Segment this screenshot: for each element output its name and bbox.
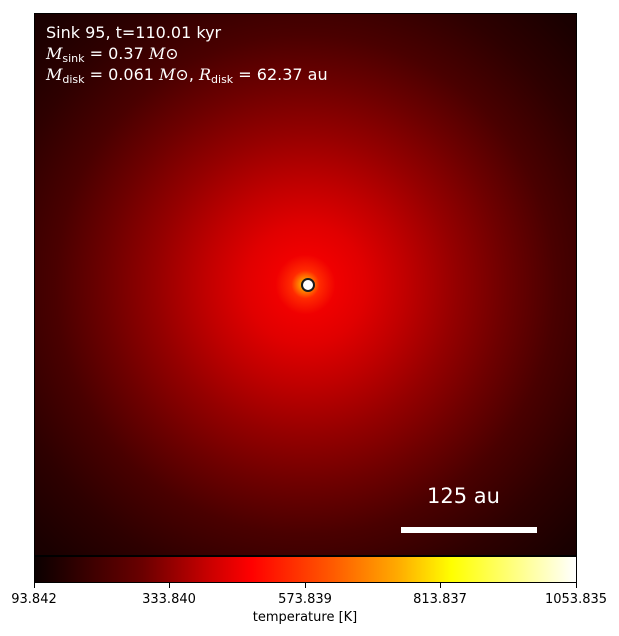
disk-line: Mdisk = 0.061 M⊙, Rdisk = 62.37 au — [46, 65, 328, 86]
disk-radius-value: = 62.37 au — [238, 65, 328, 84]
colorbar-tick — [34, 583, 35, 588]
colorbar — [34, 556, 577, 583]
disk-subscript: disk — [62, 73, 85, 86]
colorbar-tick — [169, 583, 170, 588]
colorbar-tick-label: 333.840 — [142, 592, 196, 607]
sink-mass-value: = 0.37 — [89, 44, 144, 63]
colorbar-tick-label: 813.837 — [413, 592, 467, 607]
scalebar-label: 125 au — [427, 484, 500, 508]
title-line: Sink 95, t=110.01 kyr — [46, 23, 222, 42]
scalebar — [401, 527, 537, 533]
colorbar-tick — [305, 583, 306, 588]
disk-mass-value: = 0.061 — [89, 65, 154, 84]
mass-symbol: M — [46, 65, 63, 84]
temperature-map: Sink 95, t=110.01 kyr Msink = 0.37 M⊙ Md… — [34, 13, 577, 556]
sink-marker — [301, 278, 315, 292]
solar-mass-unit: M⊙ — [159, 65, 189, 84]
radius-symbol: R — [198, 65, 212, 84]
sink-mass-line: Msink = 0.37 M⊙ — [46, 44, 179, 68]
colorbar-tick — [440, 583, 441, 588]
colorbar-tick-label: 93.842 — [11, 592, 57, 607]
disk-subscript: disk — [211, 73, 234, 86]
colorbar-tick-label: 573.839 — [278, 592, 332, 607]
mass-symbol: M — [46, 44, 63, 63]
colorbar-tick — [576, 583, 577, 588]
colorbar-tick-label: 1053.835 — [544, 592, 608, 607]
sink-subscript: sink — [62, 52, 85, 65]
solar-mass-unit: M⊙ — [148, 44, 179, 63]
colorbar-label: temperature [K] — [252, 610, 358, 625]
